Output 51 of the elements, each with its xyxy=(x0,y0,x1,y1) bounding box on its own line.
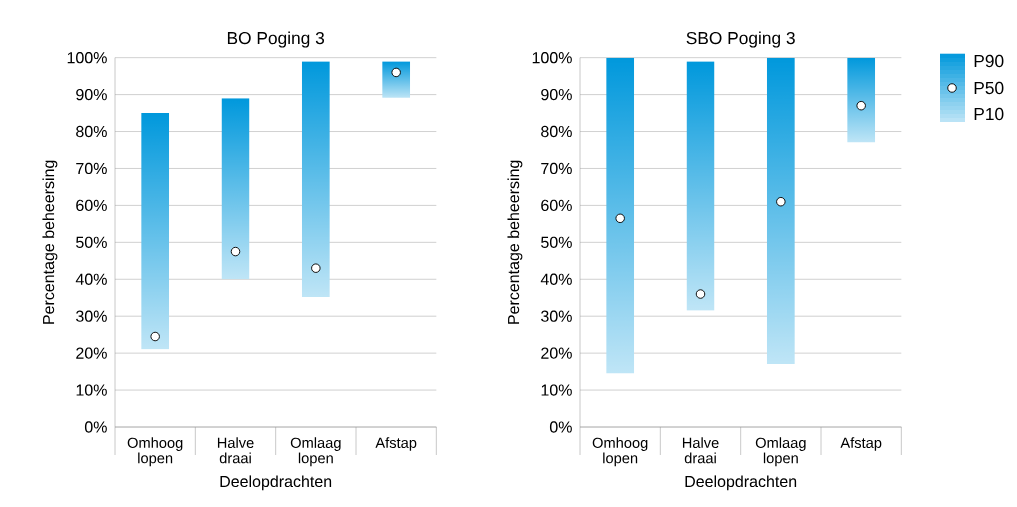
point xyxy=(776,196,786,207)
point xyxy=(230,246,241,257)
y-tick-label: 90% xyxy=(76,88,107,101)
x-tick-label: Omlaag lopen xyxy=(755,437,806,467)
y-tick-label: 70% xyxy=(541,162,572,175)
chart-title: SBO Poging 3 xyxy=(686,31,795,48)
point xyxy=(695,289,706,299)
bar xyxy=(301,61,330,298)
bar xyxy=(141,113,170,350)
y-tick-label: 10% xyxy=(76,384,107,396)
point xyxy=(615,213,625,224)
y-tick-label: 0% xyxy=(549,421,572,433)
x-tick-label: Omhoog lopen xyxy=(127,437,183,467)
chart-title: BO Poging 3 xyxy=(227,31,325,48)
y-tick-label: 40% xyxy=(540,273,572,285)
y-tick-label: 50% xyxy=(76,236,107,248)
y-tick-label: 30% xyxy=(76,310,107,322)
x-tick-label: Halve draai xyxy=(217,437,254,464)
point xyxy=(311,263,321,273)
point xyxy=(391,67,401,78)
x-axis-title: Deelopdrachten xyxy=(220,475,332,491)
point xyxy=(150,331,160,342)
y-axis-title: Percentage beheersing xyxy=(507,160,523,324)
y-tick-label: 60% xyxy=(541,199,572,212)
y-tick-label: 50% xyxy=(541,236,572,248)
bar xyxy=(221,98,250,280)
y-tick-label: 20% xyxy=(76,347,107,359)
y-tick-label: 70% xyxy=(76,162,107,175)
y-tick-label: 0% xyxy=(84,421,107,433)
y-tick-label: 30% xyxy=(541,310,572,322)
x-tick-label: Halve draai xyxy=(682,437,719,464)
y-tick-label: 60% xyxy=(76,199,107,212)
x-tick-label: Omlaag lopen xyxy=(290,437,341,467)
y-tick-label: 80% xyxy=(76,125,107,138)
y-tick-label: 20% xyxy=(541,347,572,359)
y-tick-label: 10% xyxy=(541,384,572,396)
text: P50 xyxy=(974,81,1004,95)
x-axis-title: Deelopdrachten xyxy=(685,475,797,491)
x-tick-label: Omhoog lopen xyxy=(592,437,648,467)
point xyxy=(856,100,866,111)
y-tick-label: 40% xyxy=(75,273,107,285)
y-tick-label: 100% xyxy=(67,52,107,64)
y-tick-label: 90% xyxy=(541,88,572,101)
bar xyxy=(382,61,411,98)
y-tick-label: 80% xyxy=(541,125,572,138)
y-axis-title: Percentage beheersing xyxy=(42,160,58,324)
x-tick-label: Afstap xyxy=(840,437,882,451)
text: P90 xyxy=(974,54,1004,68)
x-tick-label: Afstap xyxy=(375,437,417,451)
y-tick-label: 100% xyxy=(532,52,572,64)
text: P10 xyxy=(974,107,1004,121)
